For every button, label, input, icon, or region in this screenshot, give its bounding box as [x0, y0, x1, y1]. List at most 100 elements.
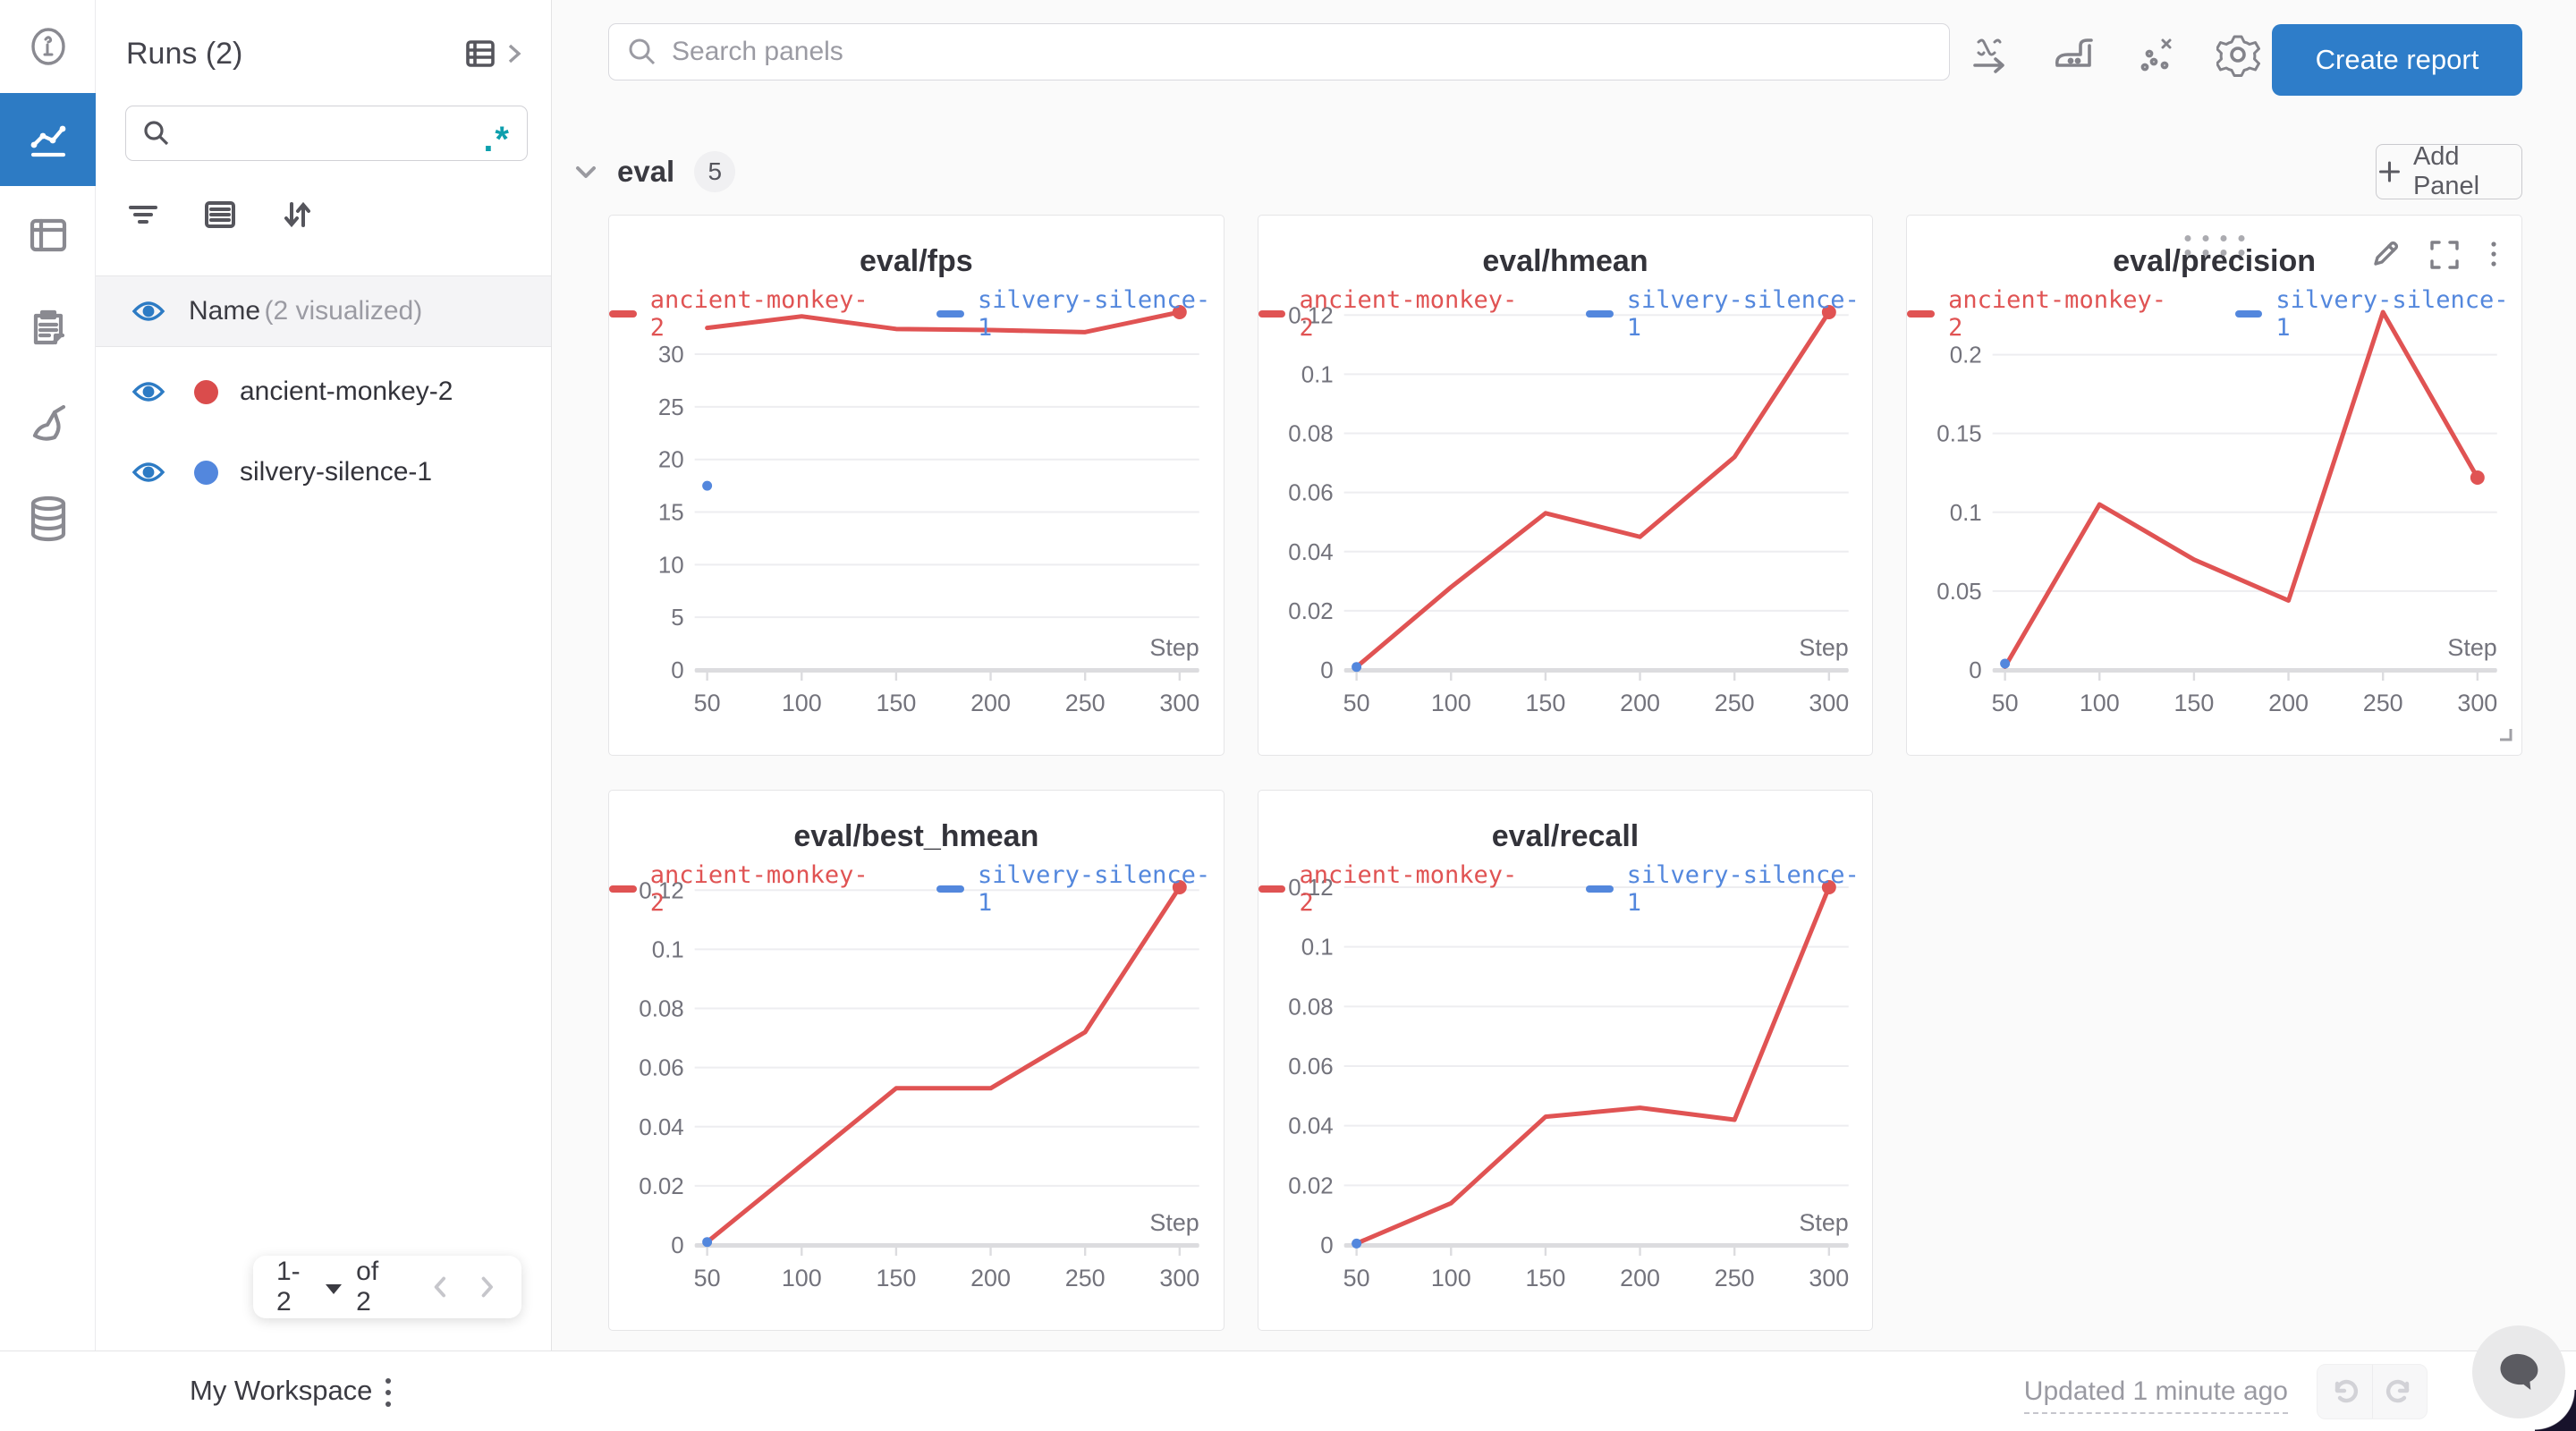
panel-drag-handle[interactable]	[2184, 235, 2245, 256]
legend-swatch	[2234, 310, 2263, 318]
fullscreen-icon[interactable]	[2427, 237, 2462, 273]
artifacts-database-icon	[30, 495, 65, 542]
svg-text:50: 50	[694, 1265, 721, 1291]
workspace-name[interactable]: My Workspace	[190, 1375, 373, 1406]
svg-text:20: 20	[658, 448, 684, 473]
svg-text:Step: Step	[1799, 1209, 1848, 1236]
run-row-silvery-silence-1[interactable]: silvery-silence-1	[96, 433, 551, 512]
outlier-settings-button[interactable]	[2134, 31, 2181, 78]
logs-clipboard-icon	[33, 309, 64, 345]
svg-text:200: 200	[970, 690, 1011, 716]
legend-item[interactable]: silvery-silence-1	[1585, 861, 1872, 917]
svg-text:0.04: 0.04	[1288, 1114, 1333, 1139]
svg-text:200: 200	[970, 1265, 1011, 1291]
sort-icon[interactable]	[279, 197, 315, 233]
redo-button[interactable]	[2371, 1365, 2428, 1418]
workspace-charts-icon	[30, 125, 65, 157]
nav-artifacts-item[interactable]	[0, 472, 96, 565]
workspace-settings-button[interactable]	[2216, 30, 2267, 80]
legend-item[interactable]: ancient-monkey-2	[609, 861, 881, 917]
chart-plot[interactable]: 0 5 10 15 20 25 30 50 100 150 200 250 300 Step	[609, 301, 1224, 749]
panel-search-input[interactable]	[672, 37, 1931, 67]
updated-status[interactable]: Updated 1 minute ago	[2023, 1376, 2288, 1414]
svg-text:100: 100	[1430, 1265, 1470, 1291]
run-name: ancient-monkey-2	[240, 377, 453, 406]
runs-search-box: .*	[125, 106, 528, 161]
pagination-caret-icon[interactable]	[326, 1283, 343, 1294]
chart-plot[interactable]: 0 0.02 0.04 0.06 0.08 0.1 0.12 50 100 150 200 250 30…	[1258, 301, 1873, 749]
run-color-dot	[194, 460, 218, 485]
filter-icon[interactable]	[125, 199, 161, 231]
add-panel-button[interactable]: Add Panel	[2376, 142, 2522, 200]
pagination-range[interactable]: 1-2	[276, 1257, 301, 1317]
regex-toggle[interactable]: .*	[483, 120, 511, 159]
expand-runs-table-button[interactable]	[463, 35, 524, 72]
outliers-icon	[2140, 38, 2172, 72]
x-axis-settings-button[interactable]	[1966, 30, 2012, 80]
create-report-button[interactable]: Create report	[2272, 24, 2522, 96]
nav-table-item[interactable]	[0, 189, 96, 282]
chart-panel-eval-best-hmean[interactable]: eval/best_hmean ancient-monkey-2 silvery-s…	[608, 790, 1224, 1331]
legend-label: ancient-monkey-2	[1299, 286, 1518, 342]
chart-plot[interactable]: 0 0.02 0.04 0.06 0.08 0.1 0.12 50 100 150 200 250 30…	[609, 876, 1224, 1324]
screen-corner-decoration	[2535, 1390, 2576, 1431]
svg-text:300: 300	[2458, 690, 2498, 716]
panel-kebab-icon[interactable]	[2487, 237, 2500, 273]
name-header-sub: (2 visualized)	[264, 296, 423, 326]
name-header-label: Name	[189, 296, 261, 326]
runs-name-header[interactable]: Name (2 visualized)	[96, 275, 551, 347]
legend-item[interactable]: ancient-monkey-2	[1258, 286, 1530, 342]
panel-resize-handle[interactable]	[2495, 724, 2514, 748]
pagination-prev-icon[interactable]	[429, 1272, 452, 1302]
section-name[interactable]: eval	[617, 155, 675, 188]
svg-text:30: 30	[658, 343, 684, 368]
legend-item[interactable]: ancient-monkey-2	[1907, 286, 2179, 342]
legend-item[interactable]: silvery-silence-1	[1585, 286, 1872, 342]
chart-panel-eval-fps[interactable]: eval/fps ancient-monkey-2 silvery-silence-…	[608, 215, 1224, 756]
legend-item[interactable]: ancient-monkey-2	[609, 286, 881, 342]
eye-visible-icon[interactable]	[131, 459, 165, 486]
legend-label: ancient-monkey-2	[1299, 861, 1518, 917]
pagination-next-icon[interactable]	[476, 1272, 498, 1302]
legend-label: silvery-silence-1	[2275, 286, 2509, 342]
x-axis-icon	[1973, 38, 2004, 73]
nav-info-item[interactable]	[0, 0, 96, 93]
nav-workspace-item[interactable]	[0, 93, 96, 186]
legend-item[interactable]: ancient-monkey-2	[1258, 861, 1530, 917]
svg-text:25: 25	[658, 395, 684, 420]
smoothing-settings-button[interactable]	[2048, 31, 2098, 78]
svg-text:0.06: 0.06	[1288, 1054, 1333, 1080]
eye-visible-icon[interactable]	[131, 298, 165, 325]
eye-visible-icon[interactable]	[131, 378, 165, 405]
chart-panel-eval-hmean[interactable]: eval/hmean ancient-monkey-2 silvery-silenc…	[1257, 215, 1874, 756]
svg-text:0: 0	[1970, 658, 1982, 683]
svg-text:0.02: 0.02	[639, 1174, 683, 1199]
svg-text:250: 250	[1714, 1265, 1754, 1291]
chart-legend: ancient-monkey-2 silvery-silence-1	[1258, 861, 1873, 917]
run-row-ancient-monkey-2[interactable]: ancient-monkey-2	[96, 352, 551, 431]
undo-button[interactable]	[2318, 1365, 2372, 1418]
legend-item[interactable]: silvery-silence-1	[936, 861, 1223, 917]
svg-text:0.12: 0.12	[1288, 876, 1333, 901]
chart-legend: ancient-monkey-2 silvery-silence-1	[1907, 286, 2521, 342]
chart-plot[interactable]: 0 0.05 0.1 0.15 0.2 50 100 150 200 250 300 Step	[1907, 301, 2521, 749]
edit-panel-icon[interactable]	[2368, 238, 2402, 272]
legend-item[interactable]: silvery-silence-1	[2234, 286, 2521, 342]
chart-plot[interactable]: 0 0.02 0.04 0.06 0.08 0.1 0.12 50 100 150 200 250 30…	[1258, 876, 1873, 1324]
nav-sweeps-item[interactable]	[0, 379, 96, 472]
redo-icon	[2385, 1379, 2409, 1403]
svg-text:Step: Step	[1149, 1209, 1199, 1236]
runs-search-input[interactable]	[183, 118, 484, 148]
group-list-icon[interactable]	[202, 199, 238, 231]
svg-text:0.08: 0.08	[1288, 995, 1333, 1020]
nav-logs-item[interactable]	[0, 282, 96, 375]
workspace-menu-button[interactable]	[376, 1373, 401, 1412]
left-nav-rail	[0, 0, 96, 1351]
svg-text:50: 50	[1992, 690, 2019, 716]
chart-panel-eval-recall[interactable]: eval/recall ancient-monkey-2 silvery-silen…	[1257, 790, 1874, 1331]
legend-item[interactable]: silvery-silence-1	[936, 286, 1223, 342]
chart-panel-eval-precision[interactable]: eval/precision ancient-monkey-2 silvery-si…	[1906, 215, 2522, 756]
svg-text:0.12: 0.12	[1288, 303, 1333, 328]
svg-text:0.1: 0.1	[1301, 936, 1333, 961]
chevron-down-icon[interactable]	[571, 157, 601, 187]
